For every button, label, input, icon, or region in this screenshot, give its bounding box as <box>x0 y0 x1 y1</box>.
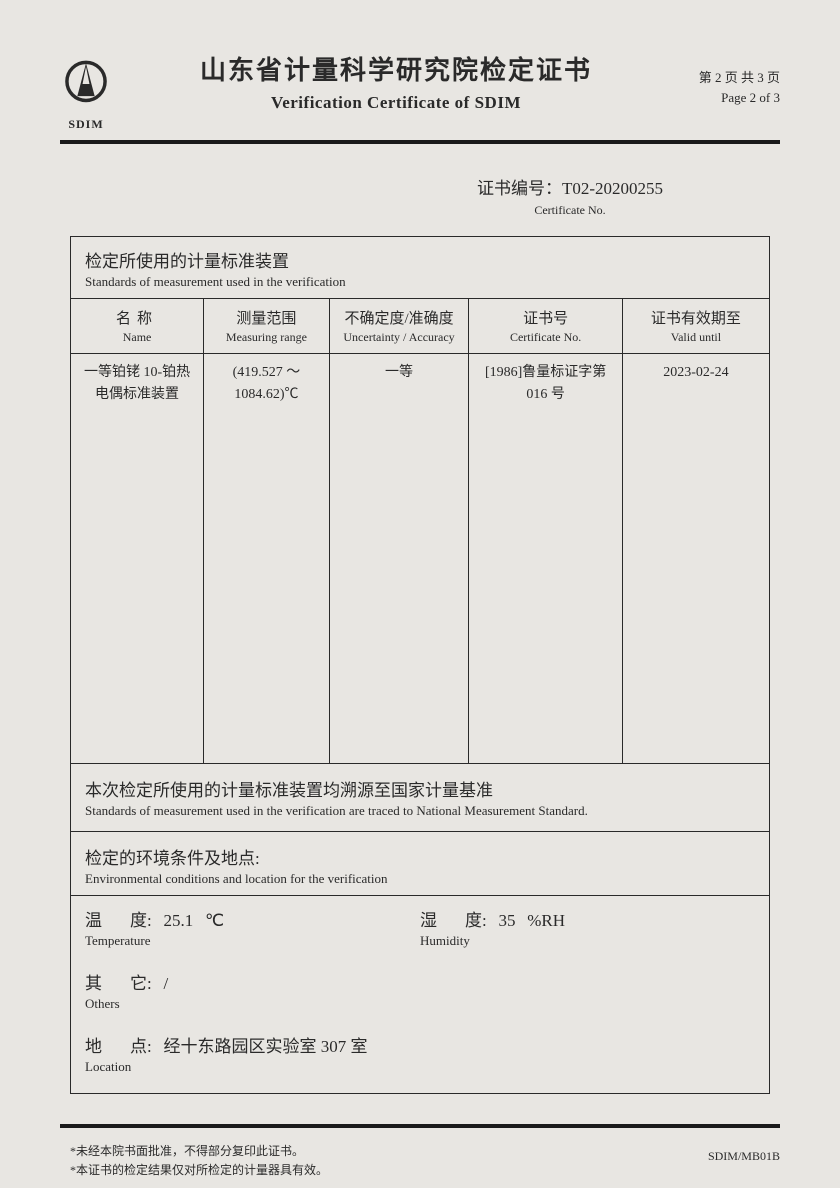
col-cert: 证书号 Certificate No. <box>469 299 623 354</box>
standards-table: 名称 Name 测量范围 Measuring range 不确定度/准确度 Un… <box>71 299 769 764</box>
others-label-cn: 其 <box>85 974 130 993</box>
others-value: / <box>163 974 168 993</box>
location-block: 地点: 经十东路园区实验室 307 室 Location <box>85 1032 755 1075</box>
col-range: 测量范围 Measuring range <box>204 299 330 354</box>
hum-label-cn: 湿 <box>420 911 465 930</box>
footnote-2: *本证书的检定结果仅对所检定的计量器具有效。 <box>70 1161 780 1180</box>
logo-label: SDIM <box>60 117 112 132</box>
temp-block: 温度: 25.1 ℃ Temperature <box>85 906 420 949</box>
page-info: 第 2 页 共 3 页 Page 2 of 3 <box>660 68 780 107</box>
col-valid: 证书有效期至 Valid until <box>622 299 769 354</box>
cell-valid: 2023-02-24 <box>622 354 769 764</box>
hum-block: 湿度: 35 %RH Humidity <box>420 906 755 949</box>
page-cn: 第 2 页 共 3 页 <box>660 68 780 88</box>
env-heading-en: Environmental conditions and location fo… <box>85 871 755 887</box>
cert-no-line: 证书编号：T02-20200255 <box>360 174 780 199</box>
certificate-header: SDIM 山东省计量科学研究院检定证书 Verification Certifi… <box>60 50 780 132</box>
loc-label-cn: 地 <box>85 1037 130 1056</box>
sdim-logo: SDIM <box>60 58 112 132</box>
table-row: 一等铂铑 10-铂热电偶标准装置 (419.527 ～ 1084.62)℃ 一等… <box>71 354 769 764</box>
col-accuracy: 不确定度/准确度 Uncertainty / Accuracy <box>329 299 469 354</box>
env-location-row: 地点: 经十东路园区实验室 307 室 Location <box>71 1022 769 1093</box>
title-block: 山东省计量科学研究院检定证书 Verification Certificate … <box>132 50 660 113</box>
logo-icon <box>60 58 112 110</box>
footer-rule <box>60 1124 780 1128</box>
cert-no-label: 证书编号： <box>477 179 562 198</box>
table-header-row: 名称 Name 测量范围 Measuring range 不确定度/准确度 Un… <box>71 299 769 354</box>
cert-number-block: 证书编号：T02-20200255 Certificate No. <box>360 174 780 218</box>
temp-label-cn: 温 <box>85 911 130 930</box>
cell-name: 一等铂铑 10-铂热电偶标准装置 <box>71 354 204 764</box>
hum-unit: %RH <box>527 911 565 930</box>
trace-en: Standards of measurement used in the ver… <box>85 803 755 819</box>
loc-label-en: Location <box>85 1059 755 1075</box>
header-rule <box>60 140 780 144</box>
title-en: Verification Certificate of SDIM <box>132 93 660 113</box>
env-temp-hum-row: 温度: 25.1 ℃ Temperature 湿度: 35 %RH Humidi… <box>71 895 769 959</box>
loc-value: 经十东路园区实验室 307 室 <box>163 1037 367 1056</box>
cell-cert: [1986]鲁量标证字第 016 号 <box>469 354 623 764</box>
temp-label-en: Temperature <box>85 933 420 949</box>
main-content-box: 检定所使用的计量标准装置 Standards of measurement us… <box>70 236 770 1094</box>
form-code: SDIM/MB01B <box>708 1149 780 1164</box>
page-en: Page 2 of 3 <box>660 88 780 108</box>
env-others-row: 其它: / Others <box>71 959 769 1022</box>
env-heading: 检定的环境条件及地点: Environmental conditions and… <box>71 832 769 895</box>
temp-unit: ℃ <box>205 911 224 930</box>
trace-cn: 本次检定所使用的计量标准装置均溯源至国家计量基准 <box>85 776 755 801</box>
others-label-en: Others <box>85 996 755 1012</box>
hum-value: 35 <box>498 911 515 930</box>
env-heading-cn: 检定的环境条件及地点: <box>85 844 755 869</box>
others-block: 其它: / Others <box>85 969 755 1012</box>
standards-heading-en: Standards of measurement used in the ver… <box>85 274 755 290</box>
cell-range: (419.527 ～ 1084.62)℃ <box>204 354 330 764</box>
col-name: 名称 Name <box>71 299 204 354</box>
hum-label-en: Humidity <box>420 933 755 949</box>
cell-accuracy: 一等 <box>329 354 469 764</box>
footnotes: *未经本院书面批准，不得部分复印此证书。 *本证书的检定结果仅对所检定的计量器具… <box>60 1142 780 1180</box>
title-cn: 山东省计量科学研究院检定证书 <box>132 50 660 87</box>
temp-value: 25.1 <box>163 911 193 930</box>
cert-no-en: Certificate No. <box>360 203 780 218</box>
footnote-1: *未经本院书面批准，不得部分复印此证书。 <box>70 1142 780 1161</box>
traceability-section: 本次检定所使用的计量标准装置均溯源至国家计量基准 Standards of me… <box>71 764 769 832</box>
standards-heading: 检定所使用的计量标准装置 Standards of measurement us… <box>71 237 769 299</box>
cert-no-value: T02-20200255 <box>562 179 663 198</box>
standards-heading-cn: 检定所使用的计量标准装置 <box>85 247 755 272</box>
